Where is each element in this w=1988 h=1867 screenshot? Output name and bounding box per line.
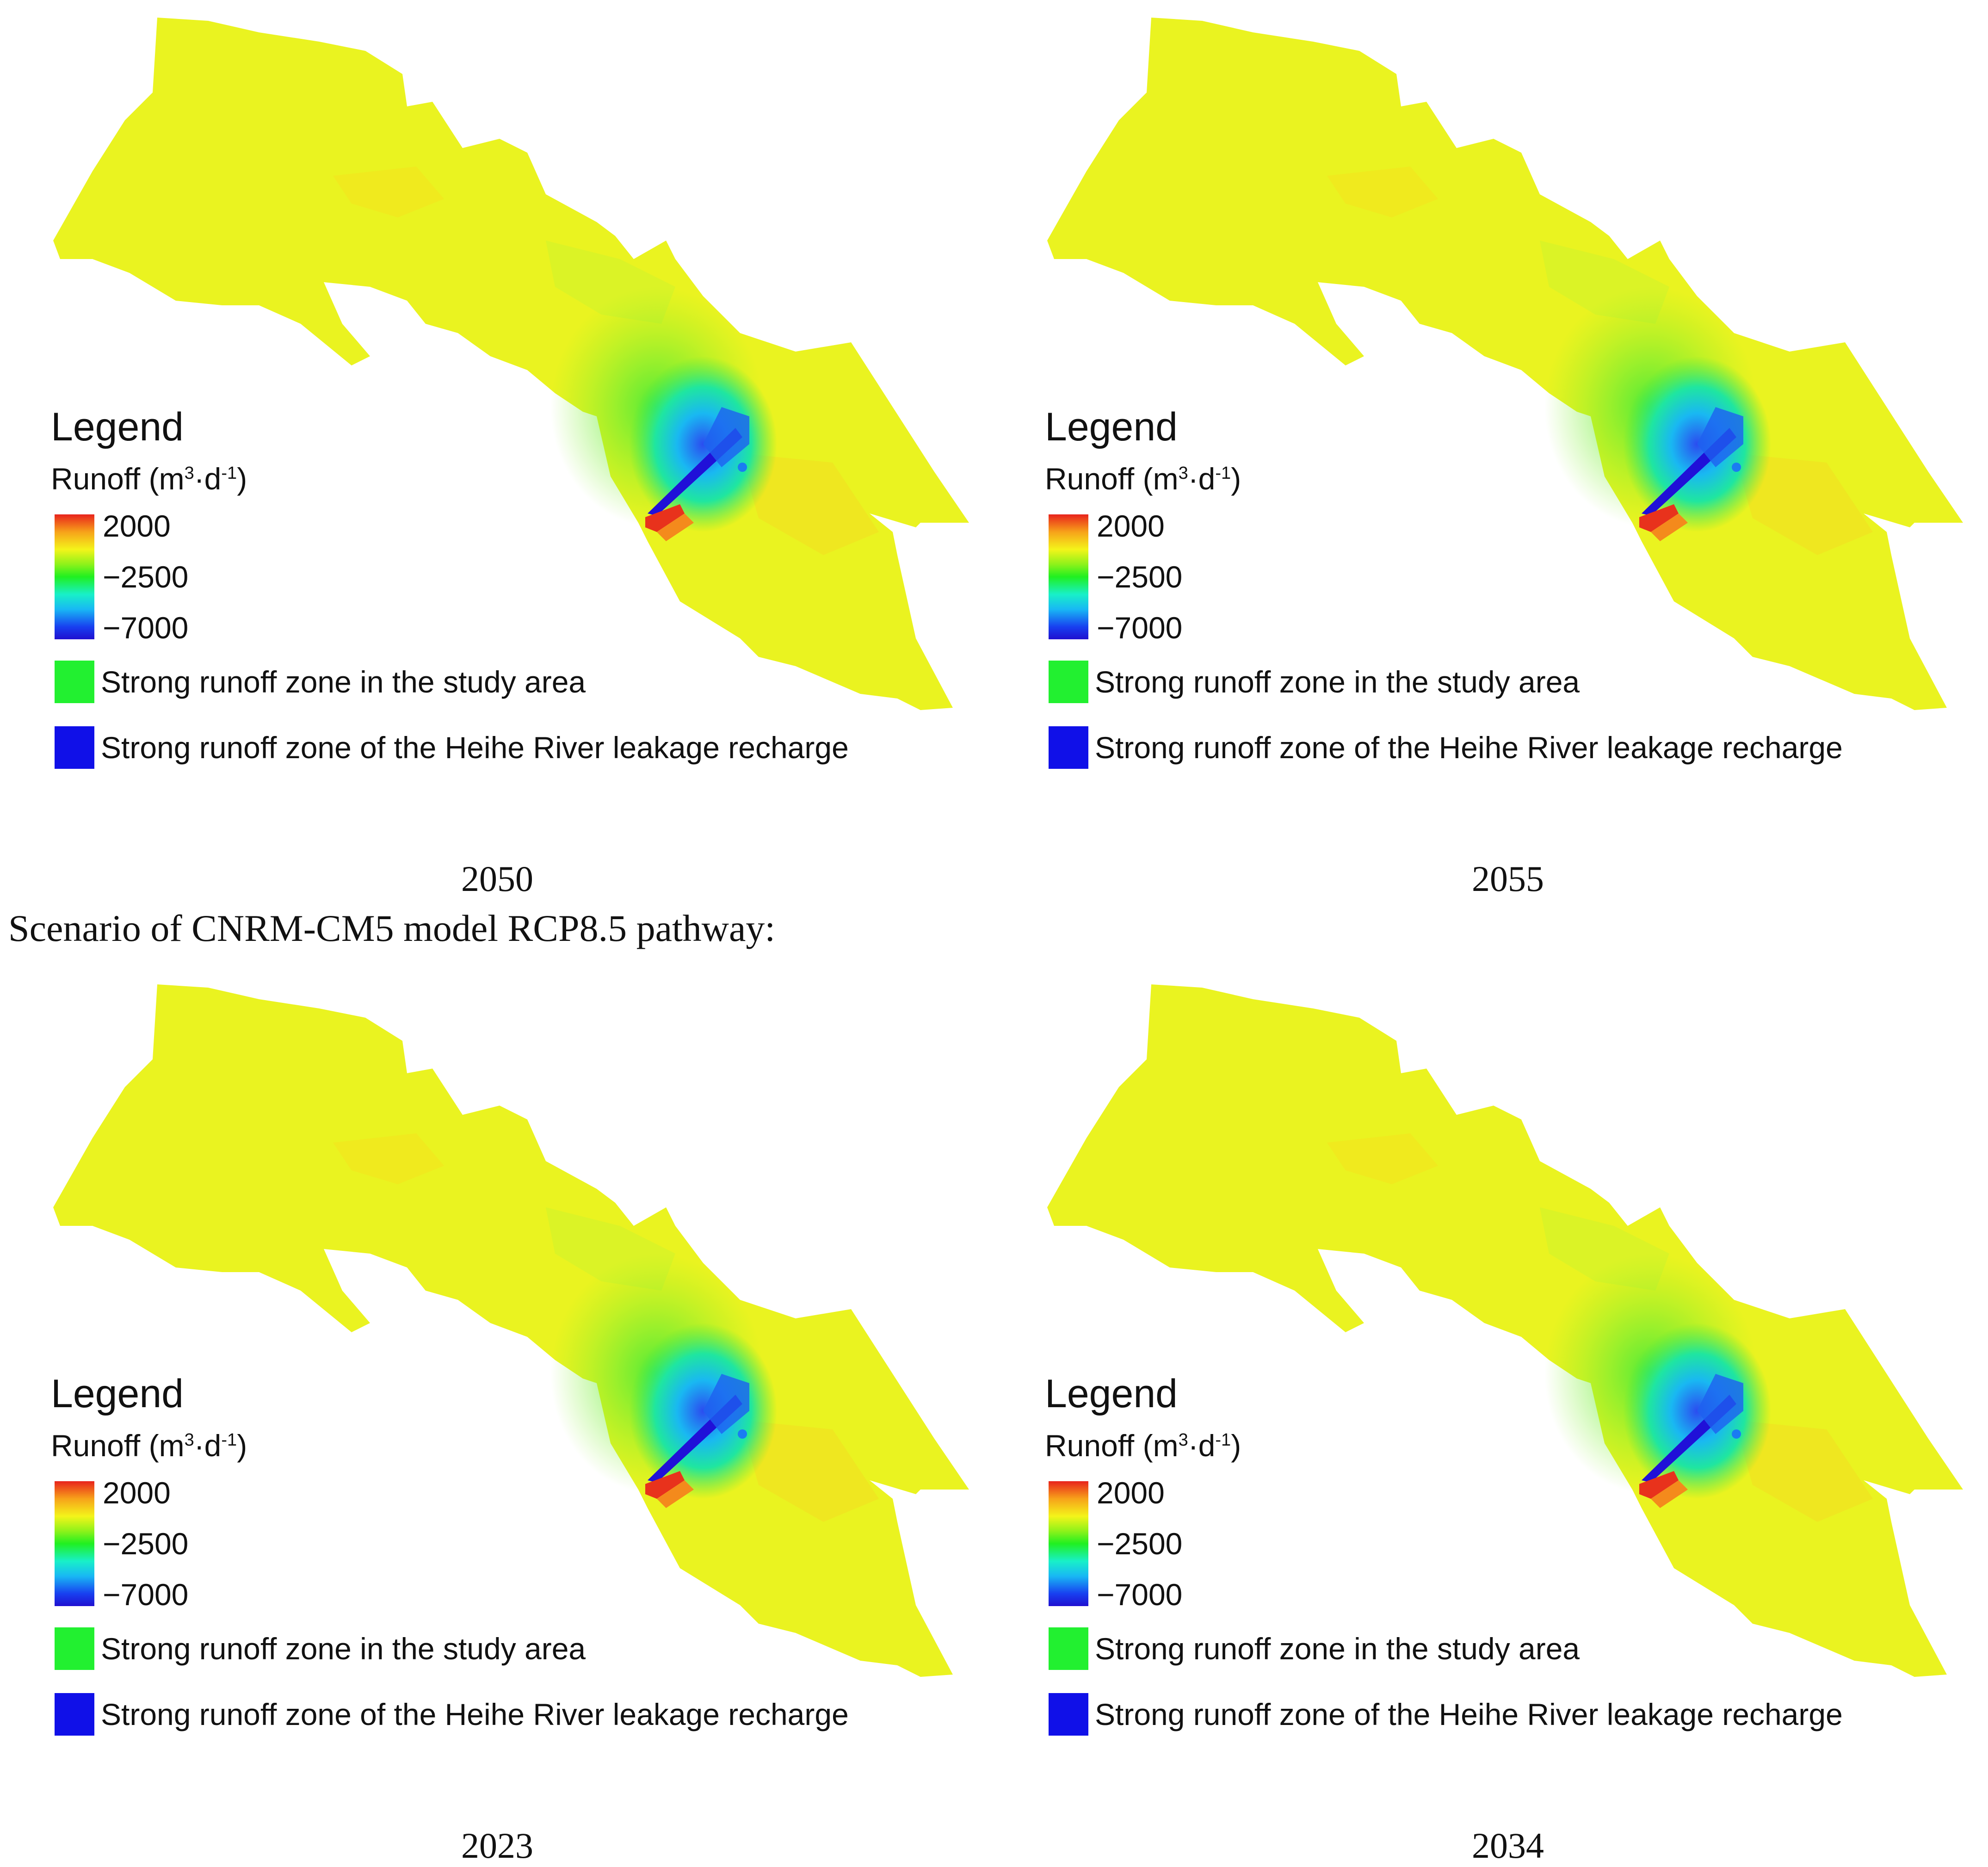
high-runoff-patch [645,504,685,532]
map-panel-2055: Legend Runoff (m3·d-1) 2000 −2500 −7000 … [994,0,1988,879]
study-zone-swatch [1049,1627,1088,1670]
ramp-tick-mid: −2500 [1097,560,1183,594]
ramp-tick-mid: −2500 [103,560,189,594]
color-ramp-bar [55,1481,94,1606]
legend-item-study-zone: Strong runoff zone in the study area [1045,661,1843,703]
runoff-map [53,18,969,710]
legend-item-heihe-zone: Strong runoff zone of the Heihe River le… [51,726,849,769]
ramp-tick-min: −7000 [103,1577,189,1612]
high-runoff-patch [645,1471,685,1499]
legend-item-study-zone: Strong runoff zone in the study area [51,661,849,703]
year-label-2034: 2034 [1472,1825,1544,1866]
legend-item-heihe-zone: Strong runoff zone of the Heihe River le… [51,1693,849,1736]
study-zone-label: Strong runoff zone in the study area [101,1632,586,1666]
heihe-zone-swatch [55,726,94,769]
color-ramp: 2000 −2500 −7000 [1045,1478,1843,1612]
legend-item-heihe-zone: Strong runoff zone of the Heihe River le… [1045,726,1843,769]
runoff-map [1047,984,1963,1677]
ramp-tick-max: 2000 [1097,1476,1165,1510]
legend-quantity: Runoff (m3·d-1) [51,1428,247,1463]
legend: Legend Runoff (m3·d-1) 2000 −2500 −7000 … [1045,1374,1843,1736]
study-area-outline [1047,18,1963,710]
study-zone-label: Strong runoff zone in the study area [101,665,586,699]
legend-quantity: Runoff (m3·d-1) [51,462,247,496]
high-runoff-patch [1639,1471,1679,1499]
legend-title: Legend [51,1372,184,1416]
legend-title: Legend [1045,1372,1178,1416]
year-label-2055: 2055 [1472,859,1544,899]
ramp-tick-mid: −2500 [103,1527,189,1561]
study-zone-swatch [55,1627,94,1670]
high-runoff-patch [1639,504,1679,532]
year-label-2050: 2050 [461,859,533,899]
ramp-tick-max: 2000 [103,509,171,543]
legend: Legend Runoff (m3·d-1) 2000 −2500 −7000 … [51,1374,849,1736]
study-zone-swatch [55,661,94,703]
ramp-tick-min: −7000 [103,611,189,645]
color-ramp: 2000 −2500 −7000 [1045,511,1843,645]
heihe-zone-label: Strong runoff zone of the Heihe River le… [101,730,849,765]
color-ramp: 2000 −2500 −7000 [51,1478,849,1612]
ramp-tick-max: 2000 [1097,509,1165,543]
study-area-outline [1047,984,1963,1677]
ramp-tick-min: −7000 [1097,1577,1183,1612]
legend-item-study-zone: Strong runoff zone in the study area [51,1627,849,1670]
scenario-heading: Scenario of CNRM-CM5 model RCP8.5 pathwa… [8,907,776,949]
color-ramp: 2000 −2500 −7000 [51,511,849,645]
legend-item-study-zone: Strong runoff zone in the study area [1045,1627,1843,1670]
legend-quantity: Runoff (m3·d-1) [1045,1428,1241,1463]
year-label-2023: 2023 [461,1825,533,1866]
legend: Legend Runoff (m3·d-1) 2000 −2500 −7000 … [1045,407,1843,769]
heihe-zone-label: Strong runoff zone of the Heihe River le… [101,1697,849,1731]
legend-title: Legend [1045,405,1178,449]
map-panel-2023: Legend Runoff (m3·d-1) 2000 −2500 −7000 … [0,967,994,1846]
heihe-zone-swatch [55,1693,94,1736]
study-area-outline [53,18,969,710]
heihe-zone-swatch [1049,1693,1088,1736]
heihe-zone-label: Strong runoff zone of the Heihe River le… [1095,730,1843,765]
legend-title: Legend [51,405,184,449]
study-zone-label: Strong runoff zone in the study area [1095,1632,1580,1666]
ramp-tick-max: 2000 [103,1476,171,1510]
study-zone-swatch [1049,661,1088,703]
map-panel-2034: Legend Runoff (m3·d-1) 2000 −2500 −7000 … [994,967,1988,1846]
study-area-outline [53,984,969,1677]
color-ramp-bar [55,514,94,639]
map-panel-2050: Legend Runoff (m3·d-1) 2000 −2500 −7000 … [0,0,994,879]
color-ramp-bar [1049,1481,1088,1606]
heihe-zone-swatch [1049,726,1088,769]
ramp-tick-mid: −2500 [1097,1527,1183,1561]
heihe-zone-label: Strong runoff zone of the Heihe River le… [1095,1697,1843,1731]
legend: Legend Runoff (m3·d-1) 2000 −2500 −7000 … [51,407,849,769]
ramp-tick-min: −7000 [1097,611,1183,645]
color-ramp-bar [1049,514,1088,639]
study-zone-label: Strong runoff zone in the study area [1095,665,1580,699]
runoff-map [53,984,969,1677]
legend-item-heihe-zone: Strong runoff zone of the Heihe River le… [1045,1693,1843,1736]
legend-quantity: Runoff (m3·d-1) [1045,462,1241,496]
runoff-map [1047,18,1963,710]
